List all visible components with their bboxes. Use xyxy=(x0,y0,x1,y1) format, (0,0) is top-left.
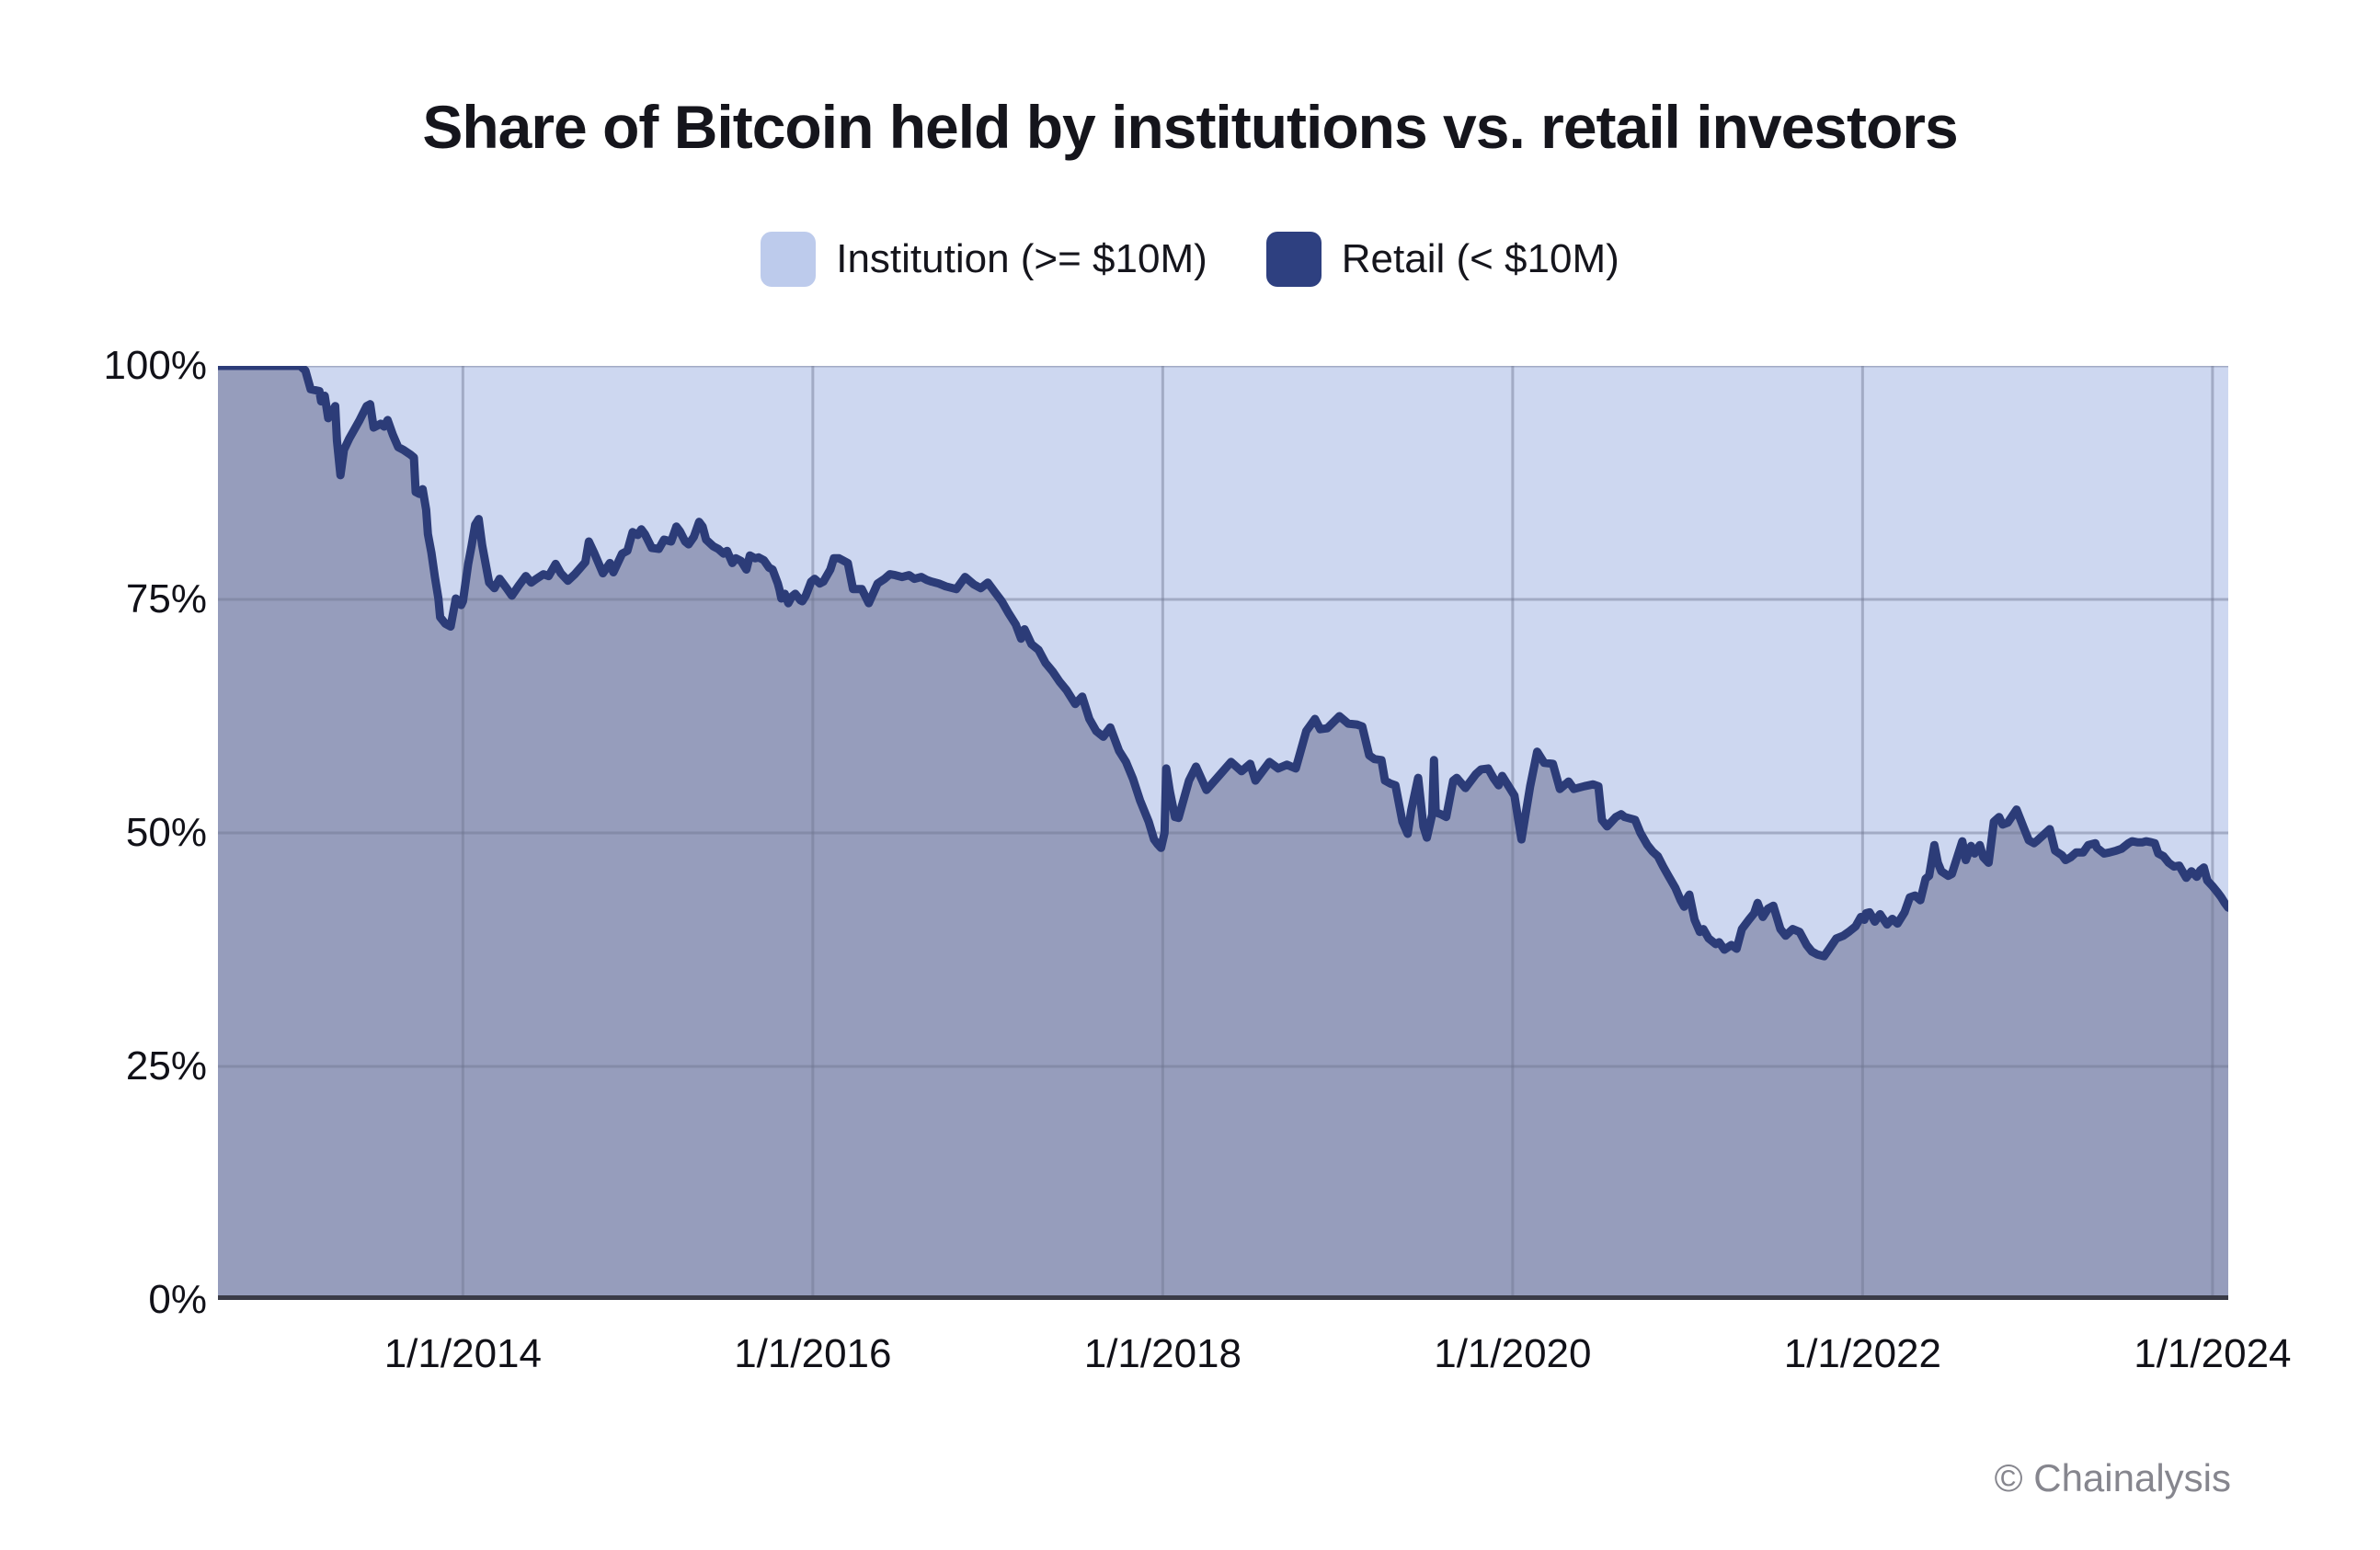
retail-swatch-icon xyxy=(1265,232,1322,287)
x-tick-label: 1/1/2016 xyxy=(734,1331,892,1376)
x-tick-label: 1/1/2014 xyxy=(383,1331,542,1376)
legend-item-retail: Retail (< $10M) xyxy=(1265,232,1619,287)
legend-label-retail: Retail (< $10M) xyxy=(1341,236,1619,281)
y-tick-label: 75% xyxy=(125,576,207,621)
legend-item-institution: Institution (>= $10M) xyxy=(761,232,1207,287)
retail-area xyxy=(218,366,2228,1300)
x-tick-label: 1/1/2022 xyxy=(1783,1331,1941,1376)
x-tick-label: 1/1/2024 xyxy=(2134,1331,2292,1376)
y-tick-label: 0% xyxy=(148,1277,207,1322)
institution-swatch-icon xyxy=(761,232,817,287)
x-tick-label: 1/1/2020 xyxy=(1434,1331,1592,1376)
area-chart-svg xyxy=(213,361,2233,1300)
y-tick-label: 100% xyxy=(103,343,207,388)
source-credit: © Chainalysis xyxy=(1994,1456,2231,1499)
y-tick-label: 25% xyxy=(125,1043,207,1088)
legend: Institution (>= $10M) Retail (< $10M) xyxy=(0,232,2380,287)
x-tick-label: 1/1/2018 xyxy=(1083,1331,1241,1376)
legend-label-institution: Institution (>= $10M) xyxy=(836,236,1207,281)
y-tick-label: 50% xyxy=(125,810,207,855)
chart-title: Share of Bitcoin held by institutions vs… xyxy=(422,93,1958,161)
retail-line xyxy=(213,361,2233,961)
area-chart-plot xyxy=(213,361,2233,1300)
